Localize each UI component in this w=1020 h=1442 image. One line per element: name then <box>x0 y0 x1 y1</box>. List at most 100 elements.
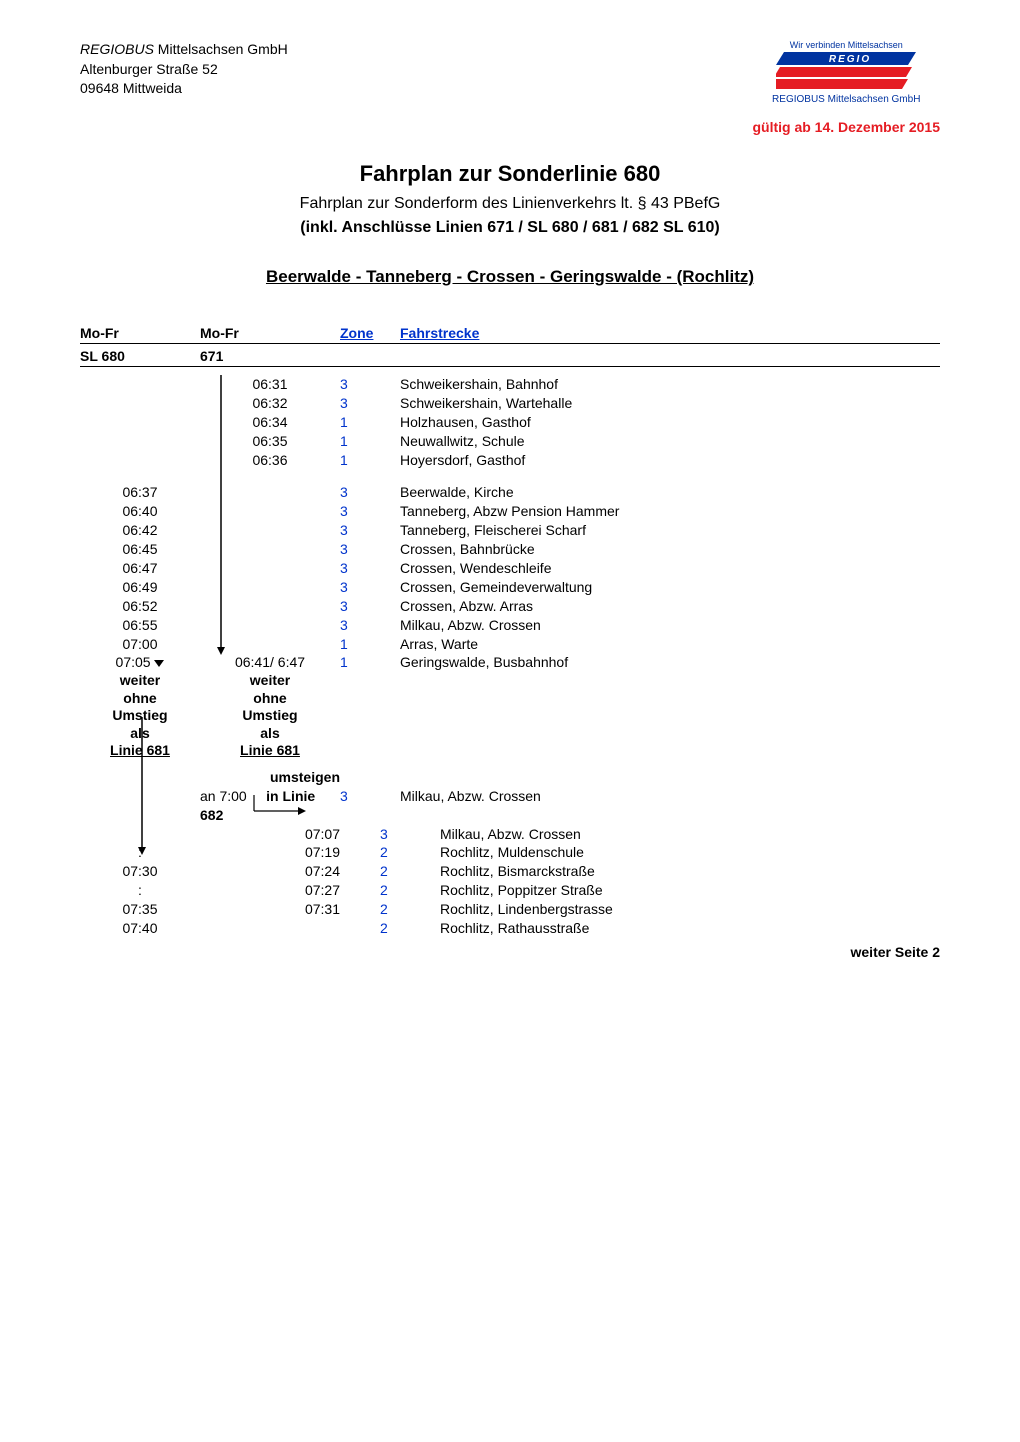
cell-mid: 07:27 <box>200 881 380 900</box>
cell-zone: 1 <box>340 451 400 470</box>
sh-col1: SL 680 <box>80 348 200 364</box>
cell-mid <box>200 559 340 578</box>
cell-stop: Crossen, Wendeschleife <box>400 559 940 578</box>
an-row: an 7:00 in Linie 682 3 Milkau, Abzw. Cro… <box>80 787 940 825</box>
cell-zone: 3 <box>340 502 400 521</box>
cell-stop: Arras, Warte <box>400 635 940 654</box>
cell-stop: Schweikershain, Wartehalle <box>400 394 940 413</box>
cell-left: 06:40 <box>80 502 200 521</box>
cell-left: 07:00 <box>80 635 200 654</box>
cell-mid <box>200 483 340 502</box>
page-title: Fahrplan zur Sonderlinie 680 <box>80 161 940 187</box>
cell-mid: 07:19 <box>200 843 380 862</box>
table-row: 06:351Neuwallwitz, Schule <box>80 432 940 451</box>
weiter-mid: weiter ohne Umstieg als Linie 681 <box>200 672 340 760</box>
table-row: 07:073Milkau, Abzw. Crossen <box>80 825 940 844</box>
cell-stop: Hoyersdorf, Gasthof <box>400 451 940 470</box>
cell-left: 06:37 <box>80 483 200 502</box>
cell-zone: 1 <box>340 635 400 654</box>
cell-left: 06:52 <box>80 597 200 616</box>
table-row: :07:192Rochlitz, Muldenschule <box>80 843 940 862</box>
cell-stop: Schweikershain, Bahnhof <box>400 375 940 394</box>
table-row: 07:00 1Arras, Warte <box>80 635 940 654</box>
table-row: 07:402Rochlitz, Rathausstraße <box>80 919 940 938</box>
cell-stop: Rochlitz, Bismarckstraße <box>440 862 940 881</box>
page-subtitle2: (inkl. Anschlüsse Linien 671 / SL 680 / … <box>80 219 940 237</box>
weiter-block-row: weiter ohne Umstieg als Linie 681 weiter… <box>80 672 940 760</box>
th-col2: Mo-Fr <box>200 325 340 341</box>
spacer <box>80 469 940 483</box>
company-city: 09648 Mittweida <box>80 79 288 99</box>
header: REGIOBUS Mittelsachsen GmbH Altenburger … <box>80 40 940 135</box>
cell-zone: 1 <box>340 413 400 432</box>
cell-stop: Crossen, Abzw. Arras <box>400 597 940 616</box>
sh-stop <box>400 348 940 364</box>
table-row: 06:453Crossen, Bahnbrücke <box>80 540 940 559</box>
block-671: 06:313Schweikershain, Bahnhof06:323Schwe… <box>80 375 940 469</box>
cell-mid: 07:31 <box>200 900 380 919</box>
logo-top-text: Wir verbinden Mittelsachsen <box>752 40 940 50</box>
cell-zone: 2 <box>380 900 440 919</box>
an-stop: Milkau, Abzw. Crossen <box>400 787 940 825</box>
transfer-zone: 1 <box>340 653 400 672</box>
company-name-rest: Mittelsachsen GmbH <box>154 41 288 57</box>
logo: Wir verbinden Mittelsachsen REGIO REGIOB… <box>752 40 940 105</box>
th-stop[interactable]: Fahrstrecke <box>400 325 479 341</box>
cell-stop: Rochlitz, Lindenbergstrasse <box>440 900 940 919</box>
cell-zone: 2 <box>380 862 440 881</box>
cell-stop: Neuwallwitz, Schule <box>400 432 940 451</box>
weiter-mid-l1: weiter <box>200 672 340 690</box>
cell-left <box>80 825 200 844</box>
table-header: Mo-Fr Mo-Fr Zone Fahrstrecke <box>80 325 940 344</box>
weiter-mid-l5: Linie 681 <box>200 742 340 760</box>
weiter-mid-l4: als <box>200 725 340 743</box>
cell-mid <box>200 597 340 616</box>
cell-left: 06:42 <box>80 521 200 540</box>
cell-zone: 3 <box>340 394 400 413</box>
cell-stop: Beerwalde, Kirche <box>400 483 940 502</box>
cell-stop: Rochlitz, Muldenschule <box>440 843 940 862</box>
cell-left: 06:45 <box>80 540 200 559</box>
cell-mid <box>200 502 340 521</box>
th-zone[interactable]: Zone <box>340 325 373 341</box>
umsteigen-label: umsteigen <box>200 768 340 787</box>
an-block: an 7:00 in Linie 682 3 Milkau, Abzw. Cro… <box>80 787 940 825</box>
table-row: 06:493Crossen, Gemeindeverwaltung <box>80 578 940 597</box>
cell-zone: 2 <box>380 843 440 862</box>
table-row: 06:473Crossen, Wendeschleife <box>80 559 940 578</box>
table-row: 06:361Hoyersdorf, Gasthof <box>80 451 940 470</box>
cell-mid: 06:36 <box>200 451 340 470</box>
cell-zone: 3 <box>380 825 440 844</box>
cell-zone: 3 <box>340 597 400 616</box>
cell-left: 07:30 <box>80 862 200 881</box>
cell-left <box>80 451 200 470</box>
cell-stop: Tanneberg, Abzw Pension Hammer <box>400 502 940 521</box>
table-row: 06:423Tanneberg, Fleischerei Scharf <box>80 521 940 540</box>
weiter-l2: ohne <box>80 690 200 708</box>
table-row: :07:272Rochlitz, Poppitzer Straße <box>80 881 940 900</box>
cell-stop: Holzhausen, Gasthof <box>400 413 940 432</box>
block-682: 07:073Milkau, Abzw. Crossen:07:192Rochli… <box>80 825 940 938</box>
footer-note: weiter Seite 2 <box>80 944 940 960</box>
cell-zone: 2 <box>380 919 440 938</box>
cell-left <box>80 413 200 432</box>
weiter-l1: weiter <box>80 672 200 690</box>
cell-stop: Milkau, Abzw. Crossen <box>400 616 940 635</box>
table-subheader: SL 680 671 <box>80 344 940 367</box>
transfer-left-time: 07:05 <box>116 654 151 670</box>
cell-mid <box>200 578 340 597</box>
timetable: Mo-Fr Mo-Fr Zone Fahrstrecke SL 680 671 … <box>80 325 940 960</box>
transfer-mid: 06:41/ 6:47 <box>200 653 340 672</box>
cell-zone: 2 <box>380 881 440 900</box>
weiter-mid-l3: Umstieg <box>200 707 340 725</box>
table-row: 06:373Beerwalde, Kirche <box>80 483 940 502</box>
table-row: 06:52 3Crossen, Abzw. Arras <box>80 597 940 616</box>
weiter-l4: als <box>80 725 200 743</box>
cell-left <box>80 394 200 413</box>
umsteigen-row: umsteigen <box>80 768 940 787</box>
logo-and-validity: Wir verbinden Mittelsachsen REGIO REGIOB… <box>752 40 940 135</box>
cell-left: 07:35 <box>80 900 200 919</box>
route-heading: Beerwalde - Tanneberg - Crossen - Gering… <box>80 267 940 287</box>
cell-mid: 06:35 <box>200 432 340 451</box>
cell-stop: Crossen, Bahnbrücke <box>400 540 940 559</box>
